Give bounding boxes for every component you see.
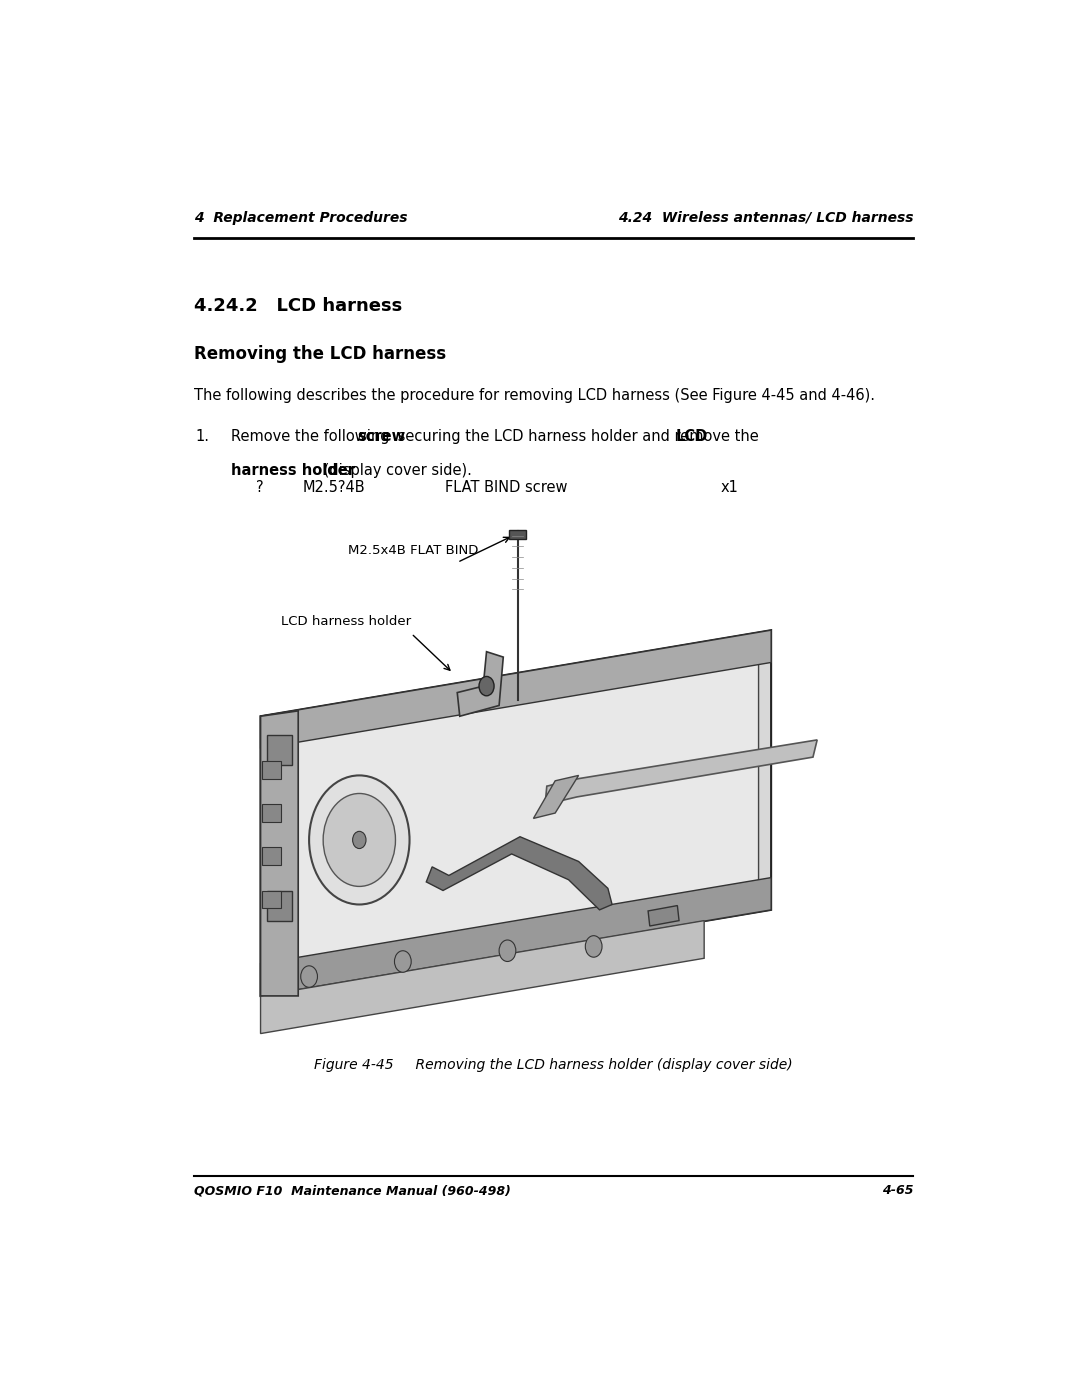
Polygon shape (534, 775, 579, 819)
Polygon shape (260, 711, 298, 996)
Text: LCD harness holder: LCD harness holder (282, 615, 411, 629)
Bar (262, 848, 281, 865)
Text: (display cover side).: (display cover side). (320, 464, 472, 478)
Text: 1.: 1. (195, 429, 210, 444)
Circle shape (323, 793, 395, 887)
Text: screw: screw (357, 429, 406, 444)
Text: QOSMIO F10  Maintenance Manual (960-498): QOSMIO F10 Maintenance Manual (960-498) (193, 1185, 511, 1197)
Circle shape (309, 775, 409, 904)
Polygon shape (545, 740, 818, 805)
Circle shape (585, 936, 602, 957)
Circle shape (300, 965, 318, 988)
Text: securing the LCD harness holder and remove the: securing the LCD harness holder and remo… (393, 429, 764, 444)
Polygon shape (260, 630, 771, 996)
Text: 4  Replacement Procedures: 4 Replacement Procedures (193, 211, 407, 225)
Polygon shape (427, 837, 612, 909)
Circle shape (499, 940, 516, 961)
Bar (244, 528, 829, 1034)
Bar (267, 735, 293, 764)
Text: Removing the LCD harness: Removing the LCD harness (193, 345, 446, 363)
Polygon shape (273, 647, 758, 985)
Text: M2.5?4B: M2.5?4B (302, 479, 365, 495)
Bar (262, 890, 281, 908)
Text: Remove the following: Remove the following (231, 429, 394, 444)
Text: FLAT BIND screw: FLAT BIND screw (445, 479, 567, 495)
Bar (267, 890, 293, 921)
Text: The following describes the procedure for removing LCD harness (See Figure 4-45 : The following describes the procedure fo… (193, 388, 875, 404)
Polygon shape (260, 630, 771, 749)
Polygon shape (260, 921, 704, 1034)
Text: harness holder: harness holder (231, 464, 355, 478)
Text: 4.24  Wireless antennas/ LCD harness: 4.24 Wireless antennas/ LCD harness (618, 211, 914, 225)
Text: Figure 4-45     Removing the LCD harness holder (display cover side): Figure 4-45 Removing the LCD harness hol… (314, 1059, 793, 1073)
Text: 4.24.2   LCD harness: 4.24.2 LCD harness (193, 296, 402, 314)
Polygon shape (260, 877, 771, 996)
Circle shape (352, 831, 366, 848)
Polygon shape (457, 651, 503, 717)
Circle shape (394, 951, 411, 972)
Polygon shape (648, 905, 679, 926)
Text: ?: ? (256, 479, 264, 495)
Text: 4-65: 4-65 (882, 1185, 914, 1197)
Text: LCD: LCD (676, 429, 708, 444)
Polygon shape (509, 529, 526, 539)
Circle shape (480, 676, 494, 696)
Text: M2.5x4B FLAT BIND: M2.5x4B FLAT BIND (349, 543, 478, 557)
Bar (262, 761, 281, 778)
Text: x1: x1 (721, 479, 739, 495)
Bar (262, 805, 281, 821)
